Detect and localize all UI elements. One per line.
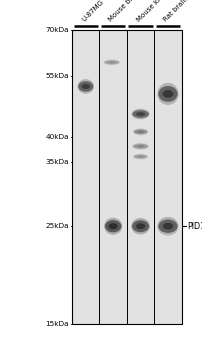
Ellipse shape xyxy=(78,81,93,92)
Ellipse shape xyxy=(133,130,147,134)
Ellipse shape xyxy=(104,220,121,232)
Ellipse shape xyxy=(104,60,119,64)
Ellipse shape xyxy=(132,143,148,150)
Text: PID1: PID1 xyxy=(186,222,202,231)
Text: 15kDa: 15kDa xyxy=(45,321,69,327)
Text: 35kDa: 35kDa xyxy=(45,159,69,165)
Text: 70kDa: 70kDa xyxy=(45,27,69,33)
Ellipse shape xyxy=(130,218,149,235)
Ellipse shape xyxy=(77,79,94,94)
Ellipse shape xyxy=(162,90,172,98)
Text: Mouse brain: Mouse brain xyxy=(107,0,142,23)
Ellipse shape xyxy=(107,61,115,63)
Ellipse shape xyxy=(157,83,178,105)
Ellipse shape xyxy=(158,86,177,102)
Ellipse shape xyxy=(135,223,145,229)
Bar xyxy=(72,30,181,324)
Text: Rat brain: Rat brain xyxy=(162,0,189,23)
Text: 25kDa: 25kDa xyxy=(45,223,69,229)
Ellipse shape xyxy=(132,154,147,160)
Text: U-87MG: U-87MG xyxy=(80,0,104,23)
Ellipse shape xyxy=(136,131,144,133)
Ellipse shape xyxy=(132,220,148,232)
Ellipse shape xyxy=(104,218,122,235)
Ellipse shape xyxy=(162,223,172,230)
Text: 40kDa: 40kDa xyxy=(45,133,69,140)
Ellipse shape xyxy=(132,110,148,118)
Ellipse shape xyxy=(132,144,147,149)
Ellipse shape xyxy=(131,108,149,119)
Ellipse shape xyxy=(157,217,178,236)
Ellipse shape xyxy=(158,219,177,233)
Ellipse shape xyxy=(132,128,147,135)
Ellipse shape xyxy=(133,154,147,159)
Ellipse shape xyxy=(81,84,89,89)
Ellipse shape xyxy=(108,223,117,229)
Text: 55kDa: 55kDa xyxy=(45,73,69,79)
Ellipse shape xyxy=(135,112,144,116)
Ellipse shape xyxy=(103,60,120,65)
Ellipse shape xyxy=(136,145,144,148)
Ellipse shape xyxy=(136,155,144,158)
Text: Mouse kidney: Mouse kidney xyxy=(135,0,173,23)
